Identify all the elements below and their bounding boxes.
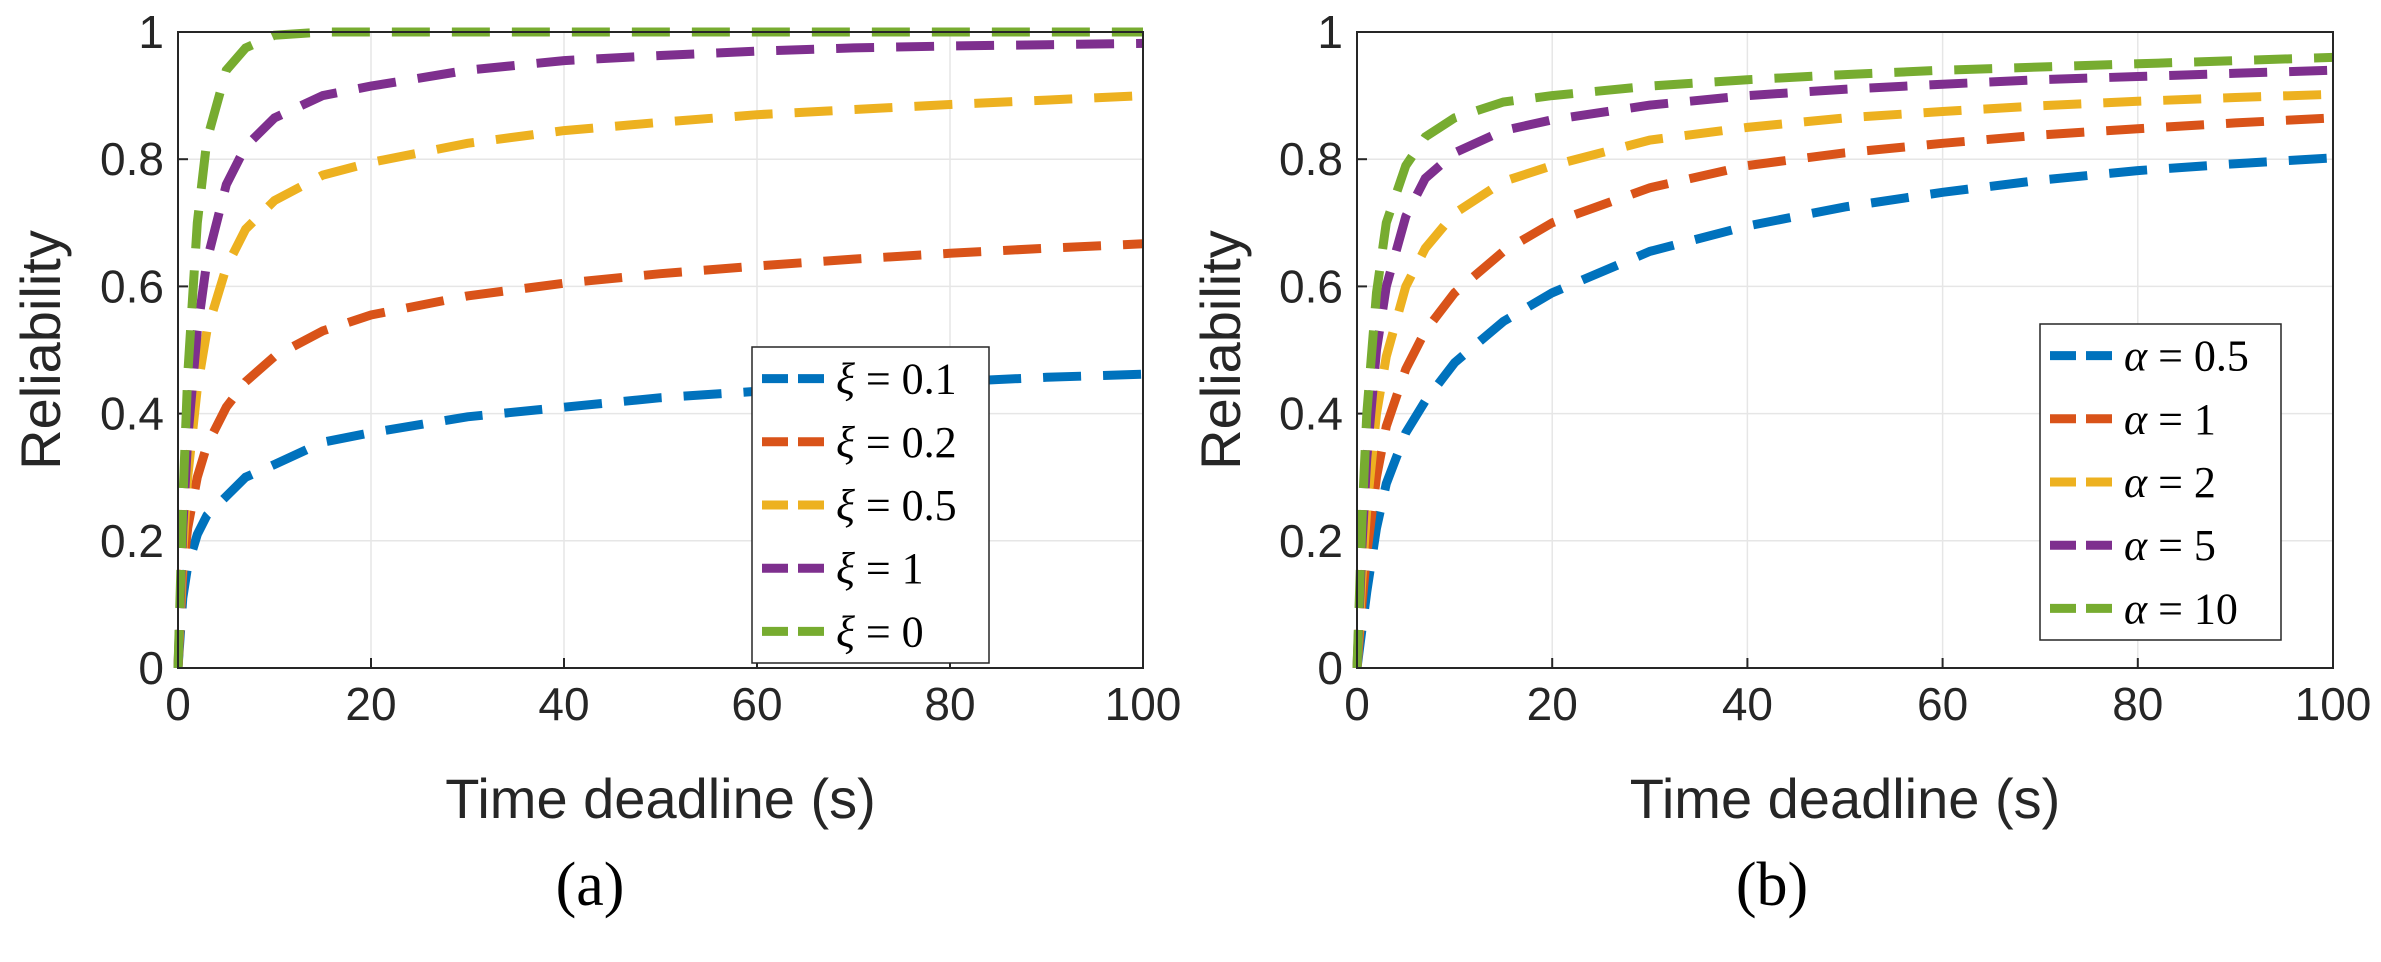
y-tick-label: 1 [138, 6, 164, 58]
legend-symbol: ξ [836, 607, 855, 656]
legend-value: = 0 [855, 607, 924, 656]
chart-panel-a: 0 20 40 60 80 100 0 0.2 0.4 0.6 0.8 1 Time deadline … [9, 6, 1181, 919]
legend-item-4: α = 5 [2050, 521, 2216, 570]
legend-label: ξ = 0.2 [836, 418, 957, 467]
legend-item-3: ξ = 0.5 [762, 481, 957, 530]
legend-item-4: ξ = 1 [762, 544, 924, 593]
x-tick-label: 40 [1722, 678, 1773, 730]
legend-item-5: α = 10 [2050, 584, 2238, 633]
legend-item-3: α = 2 [2050, 458, 2216, 507]
legend-value: = 1 [855, 544, 924, 593]
panel-caption: (b) [1736, 851, 1808, 919]
legend-label: ξ = 1 [836, 544, 924, 593]
legend-symbol: ξ [836, 355, 855, 404]
legend-symbol: α [2124, 458, 2148, 507]
legend-value: = 10 [2147, 584, 2238, 633]
legend-item-2: ξ = 0.2 [762, 418, 957, 467]
legend-value: = 5 [2147, 521, 2216, 570]
x-tick-label: 100 [1105, 678, 1182, 730]
legend-value: = 1 [2147, 395, 2216, 444]
legend-label: α = 2 [2124, 458, 2216, 507]
legend-symbol: α [2124, 395, 2148, 444]
legend-value: = 0.1 [855, 355, 957, 404]
x-axis-label: Time deadline (s) [1630, 767, 2061, 830]
legend-symbol: α [2124, 584, 2148, 633]
series-line-4 [173, 38, 1144, 669]
x-tick-label: 0 [165, 678, 191, 730]
series-line-2 [173, 239, 1144, 669]
y-tick-label: 0 [138, 642, 164, 694]
legend-box [751, 346, 990, 664]
series-line-2 [1352, 113, 2334, 669]
legend-item-1: α = 0.5 [2050, 332, 2249, 381]
y-tick-label: 0.4 [100, 388, 164, 440]
x-tick-label: 60 [731, 678, 782, 730]
axes-frame [1356, 31, 2334, 669]
x-tick-label: 60 [1917, 678, 1968, 730]
legend-label: ξ = 0.5 [836, 481, 957, 530]
y-tick-label: 0.6 [100, 260, 164, 312]
legend-value: = 2 [2147, 458, 2216, 507]
series-line-1 [1352, 153, 2334, 669]
legend-label: α = 5 [2124, 521, 2216, 570]
legend-value: = 0.5 [855, 481, 957, 530]
legend-symbol: ξ [836, 418, 855, 467]
legend: α = 0.5α = 1α = 2α = 5α = 10 [2039, 323, 2282, 641]
x-tick-label: 20 [1527, 678, 1578, 730]
x-tick-label: 20 [345, 678, 396, 730]
y-tick-label: 0.2 [100, 515, 164, 567]
legend-symbol: ξ [836, 544, 855, 593]
legend-item-2: α = 1 [2050, 395, 2216, 444]
series-line-3 [173, 91, 1144, 669]
legend-label: α = 1 [2124, 395, 2216, 444]
y-axis-label: Reliability [1189, 230, 1252, 470]
panel-caption: (a) [556, 851, 625, 919]
y-tick-label: 0 [1317, 642, 1343, 694]
legend-symbol: α [2124, 521, 2148, 570]
axes-frame [177, 31, 1144, 669]
legend-label: α = 0.5 [2124, 332, 2249, 381]
y-tick-label: 0.4 [1279, 388, 1343, 440]
plot-area [178, 32, 1143, 668]
chart-panel-b: 0 20 40 60 80 100 0 0.2 0.4 0.6 0.8 1 Time deadline … [1189, 6, 2371, 919]
legend-box [2039, 323, 2282, 641]
legend-label: ξ = 0 [836, 607, 924, 656]
x-tick-label: 80 [2112, 678, 2163, 730]
legend: ξ = 0.1ξ = 0.2ξ = 0.5ξ = 1ξ = 0 [751, 346, 990, 664]
legend-value: = 0.5 [2147, 332, 2249, 381]
y-tick-label: 0.8 [1279, 133, 1343, 185]
x-tick-label: 0 [1344, 678, 1370, 730]
x-tick-label: 80 [924, 678, 975, 730]
legend-label: ξ = 0.1 [836, 355, 957, 404]
legend-item-5: ξ = 0 [762, 607, 924, 656]
y-tick-label: 0.2 [1279, 515, 1343, 567]
y-tick-label: 1 [1317, 6, 1343, 58]
series-line-3 [1352, 89, 2334, 669]
legend-symbol: α [2124, 332, 2148, 381]
y-tick-label: 0.8 [100, 133, 164, 185]
x-axis-label: Time deadline (s) [445, 767, 876, 830]
y-axis-label: Reliability [9, 230, 72, 470]
legend-symbol: ξ [836, 481, 855, 530]
x-tick-label: 40 [538, 678, 589, 730]
legend-label: α = 10 [2124, 584, 2238, 633]
x-tick-label: 100 [2295, 678, 2372, 730]
legend-item-1: ξ = 0.1 [762, 355, 957, 404]
legend-value: = 0.2 [855, 418, 957, 467]
y-tick-label: 0.6 [1279, 260, 1343, 312]
